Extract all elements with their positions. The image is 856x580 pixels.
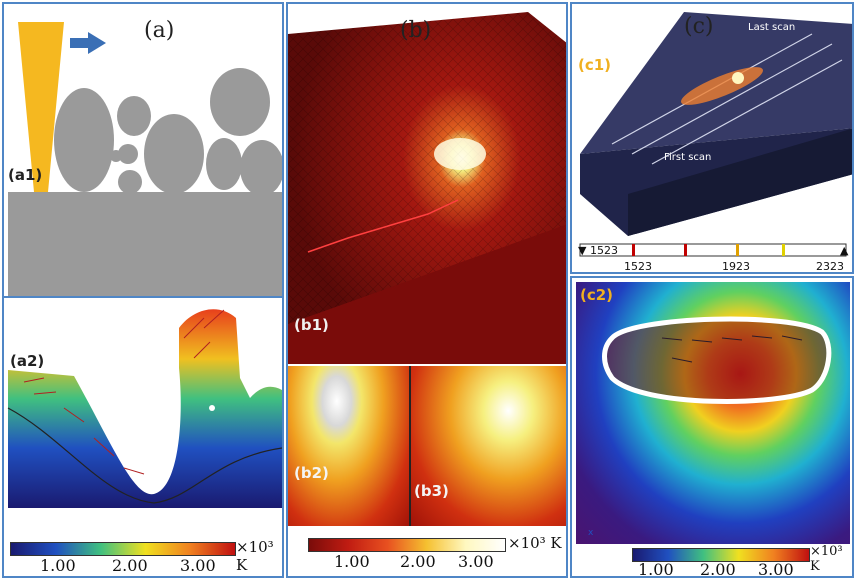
panel-a-label: (a) [144, 18, 175, 43]
velocity-vectors [23, 309, 225, 475]
scale-bar [579, 243, 847, 257]
panel-a1: (a) (a1) [2, 2, 284, 298]
colorbar-a-tick: 2.00 [112, 556, 148, 575]
scale-tick: 1523 [624, 260, 652, 273]
scale-tick: 1923 [722, 260, 750, 273]
panel-b3-label: (b3) [414, 482, 449, 500]
colorbar-b-tick: 3.00 [458, 552, 494, 571]
colorbar-c-tick: 1.00 [638, 560, 674, 578]
panel-c1: (c) (c1) Last scan First scan ▼ 1523 152… [570, 2, 854, 274]
solidus-line [7, 407, 282, 504]
recoater-tool [18, 22, 64, 192]
colorbar-c-tick: 3.00 [758, 560, 794, 578]
velocity-vectors [661, 335, 803, 363]
droplet [209, 405, 215, 411]
colorbar-b-tick: 2.00 [400, 552, 436, 571]
thermal-mesh-simulation [288, 12, 566, 364]
melt-pool-outline [602, 316, 832, 404]
scale-tick: 2323 [816, 260, 844, 273]
scale-max-marker: ▲ [840, 244, 849, 257]
colorbar-c [632, 548, 810, 562]
scale-min-label: ▼ 1523 [578, 244, 618, 257]
block-side [628, 128, 852, 236]
colorbar-b-unit: ×10³ K [508, 534, 562, 552]
panel-a1-label: (a1) [8, 166, 43, 184]
first-scan-label: First scan [664, 152, 712, 163]
melt-flow-simulation [7, 309, 282, 508]
colorbar-a-unit: ×10³ K [236, 538, 274, 574]
scan-track [307, 199, 459, 253]
colorbar-b-tick: 1.00 [334, 552, 370, 571]
panel-c1-label: (c1) [578, 56, 612, 74]
axis-x-label: x [588, 528, 594, 538]
colorbar-c-tick: 2.00 [700, 560, 736, 578]
panel-c2: (c2) x 1.00 2.00 3.00 ×10³ K [570, 276, 854, 578]
powder-bed-diagram [8, 22, 282, 296]
colorbar-a [10, 542, 236, 556]
colorbar-c-unit: ×10³ K [810, 544, 843, 574]
move-arrow-icon [70, 32, 106, 54]
substrate [8, 192, 282, 296]
panel-b1-label: (b1) [294, 316, 329, 334]
colorbar-a-tick: 1.00 [40, 556, 76, 575]
panel-b: (b) (b1) (b2) (b3) 1.00 2.00 3.00 ×10³ K [286, 2, 568, 578]
panel-c-label: (c) [684, 14, 714, 39]
panel-a2: (a2) 1.00 2.00 3.00 ×10³ K [2, 296, 284, 578]
panel-b2 [288, 366, 410, 526]
melt-pool-surface [8, 309, 282, 508]
melt-pool [434, 138, 486, 170]
panel-b3 [411, 366, 566, 526]
powder-particles [54, 68, 282, 196]
scan-block-diagram [579, 12, 852, 257]
panel-c2-label: (c2) [580, 286, 614, 304]
last-scan-label: Last scan [748, 22, 796, 33]
divider [409, 366, 411, 526]
panel-b2-label: (b2) [294, 464, 329, 482]
colorbar-a-tick: 3.00 [180, 556, 216, 575]
block-side [288, 224, 566, 364]
colorbar-b [308, 538, 506, 552]
panel-a2-label: (a2) [10, 352, 45, 370]
panel-b-label: (b) [400, 18, 432, 43]
